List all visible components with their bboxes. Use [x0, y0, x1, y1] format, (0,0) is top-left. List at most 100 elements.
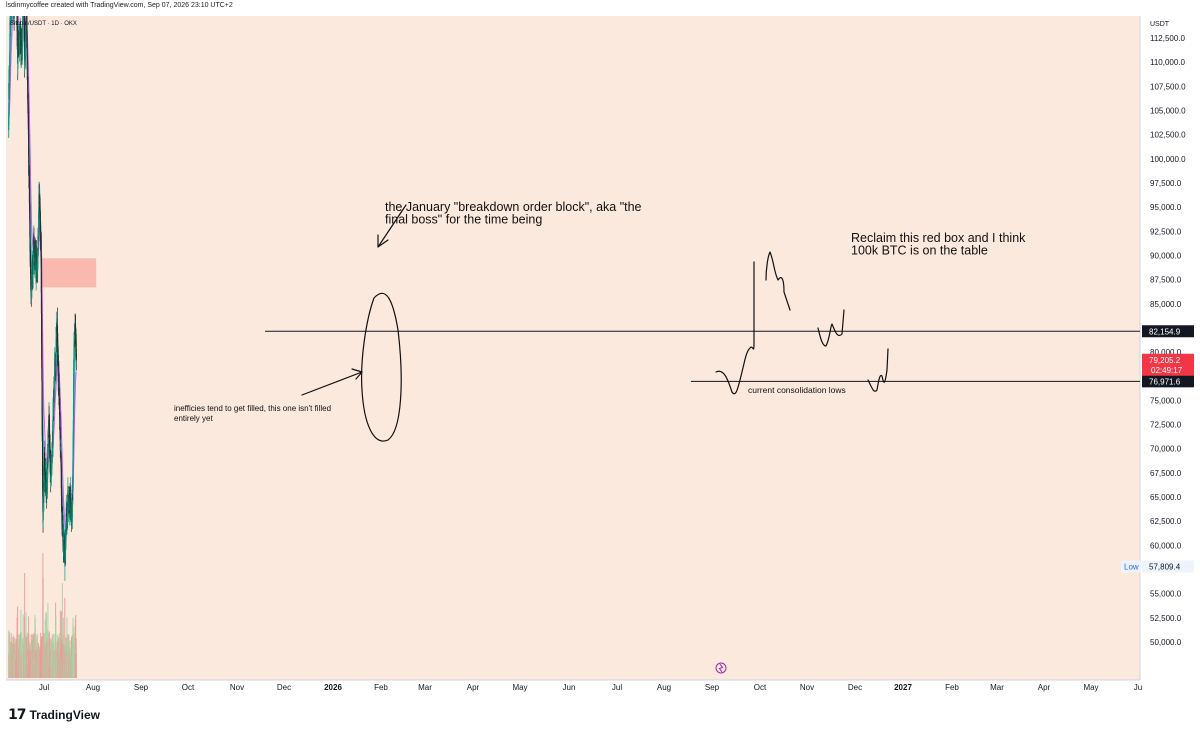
candle-body — [16, 8, 17, 9]
tradingview-logo: 17 TradingView — [8, 707, 100, 723]
price-axis-label: 87,500.0 — [1150, 276, 1182, 285]
candle-body — [11, 0, 12, 6]
candle-body — [11, 4, 12, 5]
time-axis-labels: Jul Aug Sep Oct Nov Dec 2026 Feb Mar Apr May Jun Jul… — [39, 683, 1142, 692]
time-axis-label: Nov — [230, 683, 244, 692]
price-axis-label: 102,500.0 — [1150, 131, 1186, 140]
level-upper-badge — [1142, 325, 1194, 338]
annotation-order-block-line: final boss" for the time being — [385, 213, 542, 227]
candle-body — [41, 441, 44, 476]
candle-body — [22, 16, 24, 33]
price-axis-label: 67,500.0 — [1150, 469, 1182, 478]
low-tag-label: Low — [1124, 563, 1139, 572]
volume-bar — [59, 610, 61, 678]
time-axis-label: Jul — [612, 683, 622, 692]
candle-body — [75, 333, 77, 349]
annotation-reclaim-line: Reclaim this red box and I think — [851, 231, 1026, 245]
volume-bar — [45, 611, 47, 678]
candle-body — [13, 0, 14, 7]
annotation-inefficiency-line: entirely yet — [174, 414, 213, 423]
annotations: the January "breakdown order block", aka… — [174, 200, 1026, 423]
time-axis-label: Aug — [86, 683, 100, 692]
time-axis[interactable] — [6, 680, 1140, 700]
low-tag-badge — [1121, 560, 1141, 573]
price-axis-label: 90,000.0 — [1150, 251, 1182, 260]
candle-body — [30, 263, 32, 280]
candle-body — [59, 427, 61, 441]
annotation-consolidation-line: current consolidation lows — [748, 385, 846, 395]
credit-bar: lsdinmycoffee created with TradingView.c… — [0, 0, 1200, 16]
price-axis-label: 110,000.0 — [1150, 58, 1186, 67]
time-axis-label: Oct — [182, 683, 195, 692]
time-axis-label: Jul — [39, 683, 49, 692]
red-box — [41, 258, 97, 288]
price-axis-label: 107,500.0 — [1150, 82, 1186, 91]
price-axis-label: 92,500.0 — [1150, 227, 1182, 236]
candle-body — [70, 493, 72, 505]
candle-body — [13, 0, 14, 6]
time-axis-label: May — [1083, 683, 1098, 692]
countdown-label: 02:49:17 — [1151, 366, 1183, 375]
symbol-title: Bitcoin/USDT · 1D · OKX — [10, 21, 77, 27]
annotation-order-block-line: the January "breakdown order block", aka… — [385, 200, 642, 214]
time-axis-label: Sep — [705, 683, 720, 692]
time-axis-label: Jun — [563, 683, 576, 692]
tradingview-mark-icon: 17 — [8, 707, 27, 723]
price-axis-label: 52,500.0 — [1150, 614, 1182, 623]
time-axis-label: Apr — [467, 683, 480, 692]
annotation-reclaim-line: 100k BTC is on the table — [851, 244, 988, 258]
price-chart[interactable]: the January "breakdown order block", aka… — [0, 0, 1200, 700]
projection-mid — [817, 309, 845, 347]
low-value-badge — [1142, 560, 1194, 573]
candle-body — [59, 397, 61, 421]
plot-background — [6, 16, 1140, 680]
candle-body — [22, 0, 23, 10]
arrow-to-circle — [301, 368, 363, 396]
last-price-label: 79,205.2 — [1149, 356, 1181, 365]
candle-body — [73, 373, 75, 404]
volume-bar — [42, 578, 44, 678]
price-axis-label: 60,000.0 — [1150, 541, 1182, 550]
candle-body — [41, 313, 43, 344]
level-upper-label: 82,154.9 — [1149, 327, 1181, 336]
volume-bar — [64, 598, 66, 678]
time-axis-label: Feb — [374, 683, 388, 692]
level-lower-label: 76,971.6 — [1149, 377, 1181, 386]
time-axis-label: Sep — [134, 683, 149, 692]
low-value-label: 57,809.4 — [1149, 563, 1181, 572]
time-axis-label: Mar — [418, 683, 432, 692]
time-axis-label: Aug — [657, 683, 671, 692]
candle-body — [42, 499, 44, 521]
replay-icon[interactable] — [715, 662, 727, 674]
footer — [0, 700, 1200, 730]
candle-body — [72, 420, 74, 437]
price-axis-label: 95,000.0 — [1150, 203, 1182, 212]
candle-body — [56, 325, 59, 351]
price-axis-label: 97,500.0 — [1150, 179, 1182, 188]
price-axis-labels: 112,500.0 110,000.0 107,500.0 105,000.0 102,… — [1121, 34, 1194, 647]
time-axis-label: 2026 — [324, 683, 342, 692]
time-axis-label: Ju — [1134, 683, 1142, 692]
brand-name: TradingView — [29, 708, 100, 722]
time-axis-label: Apr — [1038, 683, 1051, 692]
time-axis-label: May — [512, 683, 527, 692]
inefficiency-circle — [361, 292, 402, 442]
price-axis-label: 105,000.0 — [1150, 106, 1186, 115]
projection-low — [867, 348, 889, 392]
arrow-to-order-block — [377, 204, 407, 248]
projection-up — [715, 261, 755, 395]
time-axis-label: Nov — [800, 683, 814, 692]
candle-body — [71, 489, 74, 518]
volume-bar — [55, 615, 57, 678]
price-axis-label: 80,000.0 — [1150, 348, 1182, 357]
candle-body — [21, 40, 23, 52]
volume-bar — [75, 653, 77, 678]
price-axis-label: 65,000.0 — [1150, 493, 1182, 502]
time-axis-label: Dec — [277, 683, 291, 692]
time-axis-label: Dec — [848, 683, 862, 692]
volume-bar — [24, 573, 26, 678]
volume-bar — [61, 583, 63, 678]
price-axis-label: 85,000.0 — [1150, 300, 1182, 309]
time-axis-label: Mar — [990, 683, 1004, 692]
candle-body — [40, 256, 42, 293]
